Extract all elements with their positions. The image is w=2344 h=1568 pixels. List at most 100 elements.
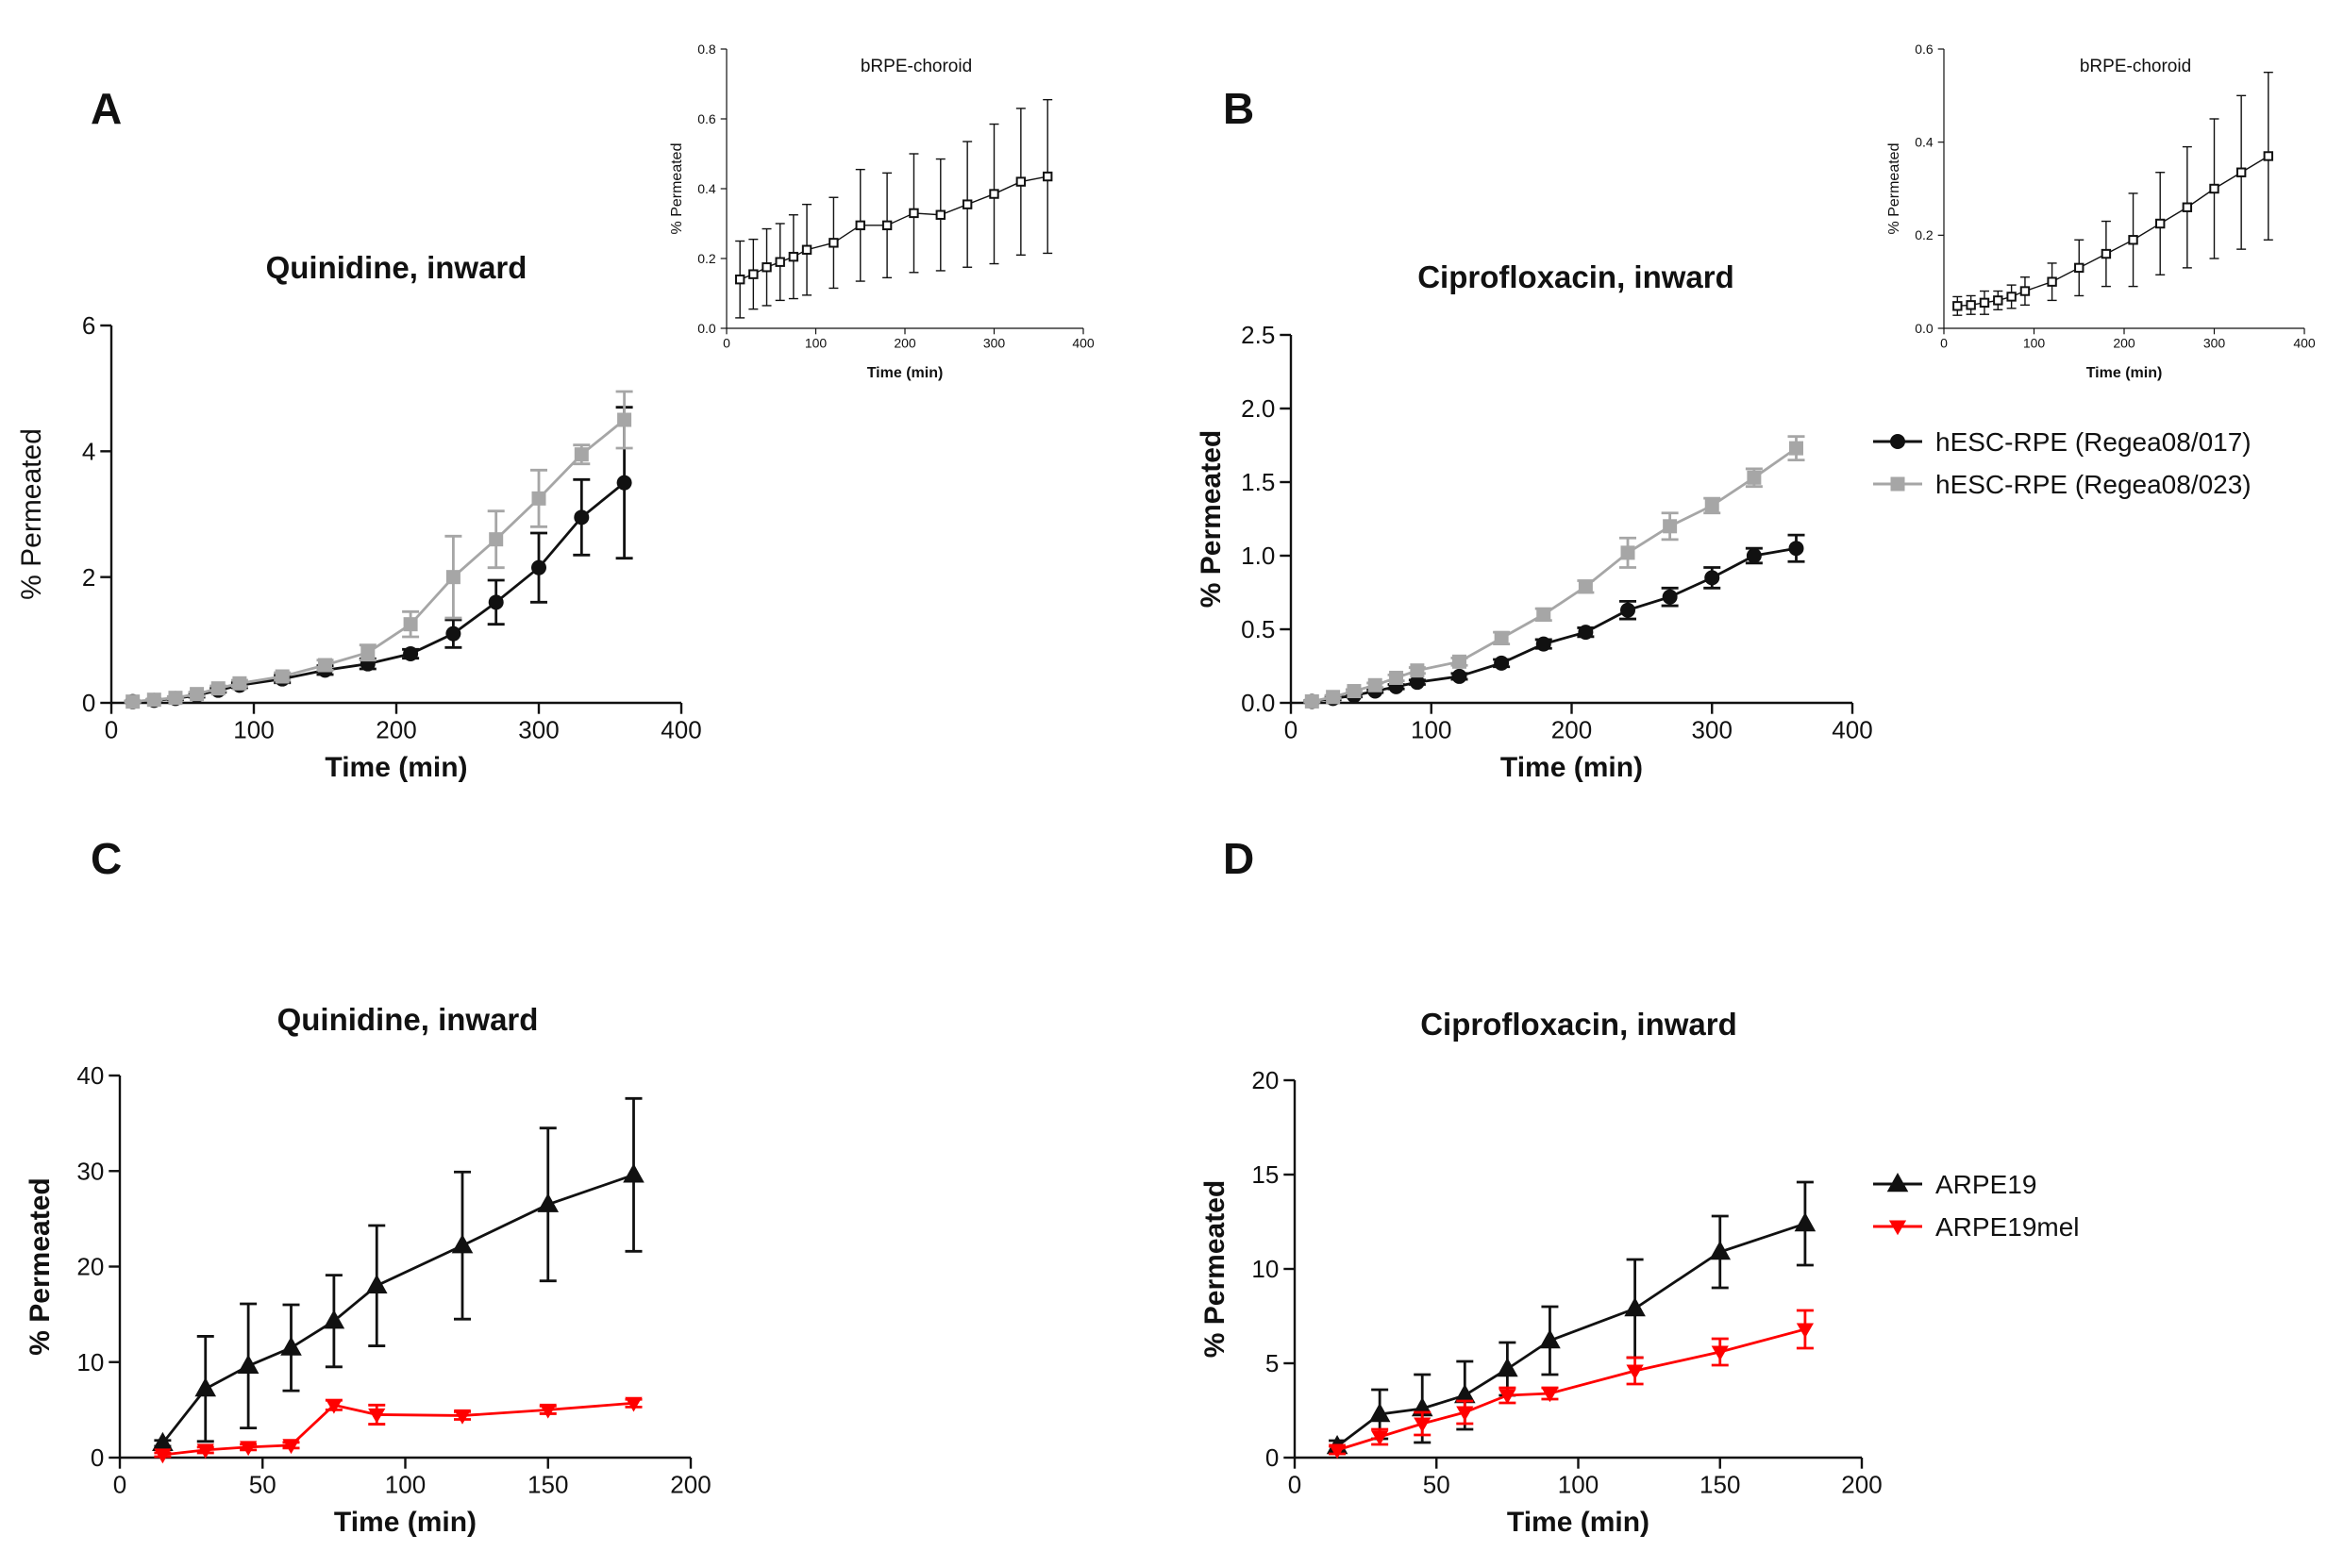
inset-data-point	[1015, 176, 1027, 187]
inset-data-point	[2047, 276, 2057, 287]
chart-series-line	[132, 481, 626, 704]
inset-data-point	[788, 251, 799, 262]
chart-x-tick-label: 100	[1558, 1471, 1599, 1499]
inset-y-label: % Permeated	[1886, 143, 1902, 235]
chart-data-point	[488, 594, 504, 610]
inset-data-point	[2128, 235, 2138, 245]
inset-y-tick-label: 0.4	[697, 181, 716, 196]
chart-series-line	[1312, 546, 1797, 703]
inset-series-line	[1957, 155, 2269, 308]
chart-data-point	[574, 447, 589, 462]
chart-x-tick-label: 50	[249, 1471, 276, 1499]
chart-data-point	[623, 1163, 645, 1183]
chart-data-point	[403, 646, 419, 661]
chart-data-point	[232, 676, 247, 691]
chart-data-point	[574, 509, 590, 525]
chart-y-label: % Permeated	[16, 428, 47, 600]
chart-y-tick-label: 10	[76, 1348, 104, 1376]
chart-data-point	[453, 1409, 472, 1425]
panel-letter-d: D	[1223, 834, 1255, 883]
chart-data-point	[451, 1234, 474, 1254]
chart-data-point	[1578, 625, 1594, 641]
inset-data-point	[855, 220, 865, 231]
chart-x-tick-label: 400	[1832, 716, 1872, 744]
chart-y-tick-label: 5	[1265, 1349, 1279, 1377]
inset-x-label: Time (min)	[2086, 365, 2163, 381]
legend-label: hESC-RPE (Regea08/017)	[1935, 427, 2252, 457]
chart-x-tick-label: 100	[233, 716, 274, 744]
panel-letter-a: A	[91, 84, 123, 133]
chart-y-tick-label: 4	[82, 437, 95, 465]
chart-y-label: % Permeated	[1199, 1180, 1231, 1358]
legend-marker	[1888, 1220, 1907, 1236]
chart-x-tick-label: 200	[1841, 1471, 1882, 1499]
chart-data-point	[1746, 548, 1762, 563]
chart-data-point	[403, 617, 418, 632]
chart-y-tick-label: 40	[76, 1061, 104, 1090]
chart-y-tick-label: 1.0	[1241, 542, 1275, 570]
inset-data-point	[829, 238, 839, 248]
chart-data-point	[1494, 655, 1510, 671]
legend-label: ARPE19	[1935, 1170, 2036, 1199]
chart-title: Ciprofloxacin, inward	[1417, 259, 1734, 294]
chart-data-point	[368, 1408, 386, 1424]
panel-letter-c: C	[91, 834, 123, 883]
chart-x-tick-label: 0	[105, 716, 118, 744]
inset-data-point	[2209, 183, 2219, 194]
chart-panel-c: 0 50 100 150 200 0 10 20 30 40 Quinidine, inward Ti…	[25, 1002, 712, 1538]
inset-title: bRPE-choroid	[2080, 57, 2191, 76]
chart-data-point	[1578, 579, 1593, 594]
chart-data-point	[1711, 1345, 1729, 1361]
chart-data-point	[240, 1441, 258, 1457]
chart-x-tick-label: 400	[661, 716, 701, 744]
chart-data-point	[1709, 1240, 1732, 1260]
chart-x-tick-label: 100	[1411, 716, 1451, 744]
chart-data-point	[1304, 693, 1319, 709]
inset-data-point	[1993, 295, 2003, 306]
chart-panel-b: 0 100 200 300 400 0.0 0.5 1.0 1.5 2.0 2.5 Ciproflox…	[1196, 42, 2316, 783]
chart-data-point	[1796, 1323, 1815, 1339]
chart-y-tick-label: 20	[76, 1253, 104, 1281]
chart-data-point	[1347, 684, 1362, 699]
inset-data-point	[1966, 300, 1976, 310]
chart-x-tick-label: 300	[518, 716, 559, 744]
chart-x-tick-label: 0	[113, 1471, 126, 1499]
legend-label: hESC-RPE (Regea08/023)	[1935, 470, 2252, 499]
inset-data-point	[2155, 218, 2166, 229]
inset-y-tick-label: 0.2	[1915, 227, 1934, 242]
chart-data-point	[1662, 589, 1678, 605]
inset-y-tick-label: 0.0	[1915, 321, 1934, 336]
chart-series-line	[1336, 1327, 1806, 1452]
chart-data-point	[1788, 541, 1804, 557]
inset-data-point	[935, 209, 946, 220]
chart-data-point	[146, 692, 161, 708]
chart-data-point	[1620, 602, 1635, 618]
chart-title: Quinidine, inward	[277, 1002, 539, 1037]
chart-data-point	[126, 694, 141, 709]
chart-data-point	[1620, 545, 1635, 560]
inset-y-tick-label: 0.6	[697, 111, 716, 126]
chart-data-point	[1410, 663, 1425, 678]
chart-y-tick-label: 0.0	[1241, 689, 1275, 717]
chart-panel-a: 0 100 200 300 400 0 2 4 6 Quinidine, inward Time (…	[16, 42, 1095, 783]
chart-data-point	[1541, 1387, 1559, 1403]
chart-data-point	[1539, 1328, 1561, 1349]
chart-data-point	[531, 491, 546, 506]
inset-x-tick-label: 100	[2023, 335, 2046, 350]
chart-data-point	[194, 1377, 217, 1397]
chart-series-line	[162, 1401, 634, 1457]
inset-data-point	[2006, 292, 2017, 302]
chart-data-point	[237, 1354, 260, 1374]
chart-x-tick-label: 300	[1692, 716, 1733, 744]
chart-data-point	[1794, 1211, 1817, 1232]
chart-data-point	[1704, 498, 1719, 513]
chart-data-point	[1371, 1430, 1389, 1446]
chart-data-point	[539, 1403, 557, 1419]
inset-x-tick-label: 0	[1940, 335, 1948, 350]
chart-x-tick-label: 0	[1284, 716, 1298, 744]
inset-x-tick-label: 400	[2293, 335, 2316, 350]
chart-data-point	[1535, 636, 1551, 652]
chart-y-tick-label: 0	[82, 689, 95, 717]
inset-data-point	[2263, 151, 2274, 161]
